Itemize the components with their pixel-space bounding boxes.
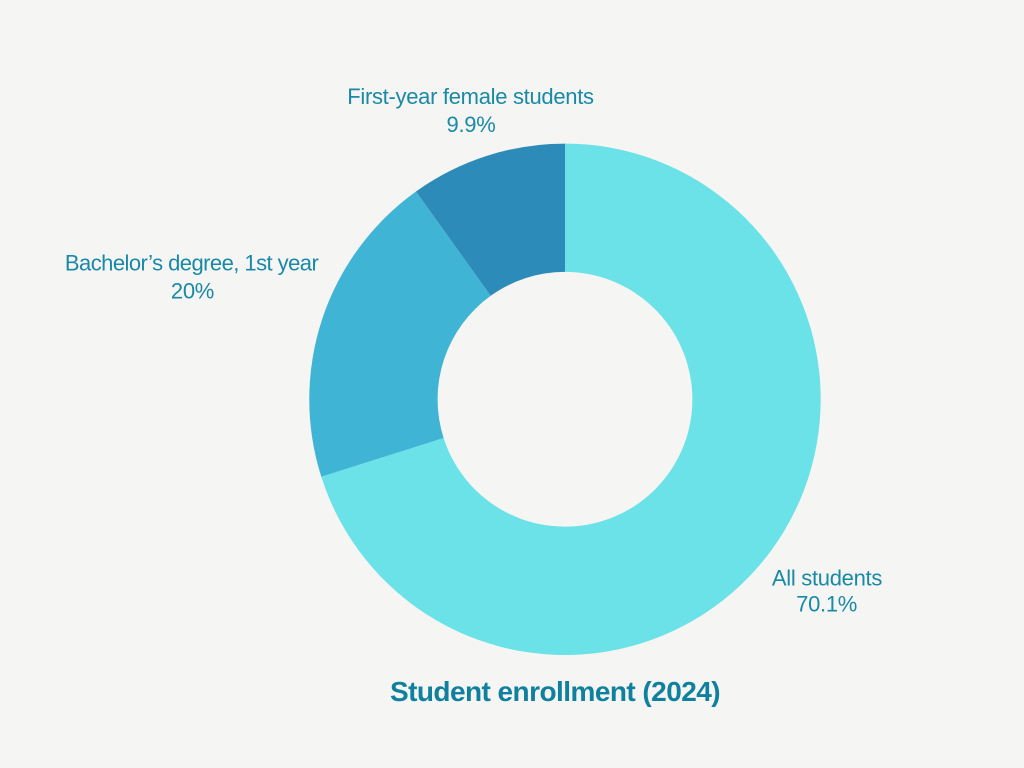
svg-text:20%: 20% — [171, 279, 214, 304]
svg-text:70.1%: 70.1% — [796, 592, 857, 617]
svg-text:9.9%: 9.9% — [447, 112, 496, 137]
svg-text:Bachelor’s degree, 1st year: Bachelor’s degree, 1st year — [65, 251, 319, 276]
svg-text:All students: All students — [772, 566, 882, 591]
svg-text:First-year female students: First-year female students — [347, 84, 594, 109]
svg-text:Student enrollment (2024): Student enrollment (2024) — [390, 676, 720, 707]
